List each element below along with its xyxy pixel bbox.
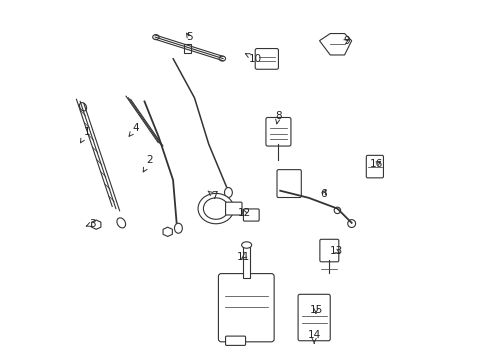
Polygon shape — [319, 33, 351, 55]
Ellipse shape — [241, 242, 251, 248]
Ellipse shape — [80, 103, 86, 111]
Text: 10: 10 — [245, 54, 261, 64]
Bar — [183, 44, 190, 53]
Text: 7: 7 — [207, 191, 217, 201]
Text: 11: 11 — [237, 252, 250, 262]
Text: 8: 8 — [275, 111, 281, 124]
FancyBboxPatch shape — [225, 202, 242, 215]
Ellipse shape — [117, 218, 125, 228]
Ellipse shape — [203, 198, 228, 219]
Ellipse shape — [198, 193, 233, 224]
Ellipse shape — [219, 56, 225, 61]
FancyBboxPatch shape — [366, 156, 383, 178]
Polygon shape — [163, 227, 172, 237]
Text: 12: 12 — [237, 208, 251, 218]
Ellipse shape — [333, 207, 340, 213]
Ellipse shape — [174, 223, 182, 233]
FancyBboxPatch shape — [218, 274, 274, 342]
Bar — [243, 246, 249, 278]
Text: 15: 15 — [309, 305, 322, 315]
Text: 13: 13 — [329, 247, 343, 256]
Ellipse shape — [313, 300, 317, 305]
Ellipse shape — [347, 220, 355, 228]
FancyBboxPatch shape — [243, 209, 259, 221]
Text: 9: 9 — [342, 36, 349, 46]
Text: 4: 4 — [129, 123, 139, 136]
Text: 6: 6 — [319, 189, 325, 199]
Polygon shape — [91, 220, 101, 229]
Text: 1: 1 — [81, 127, 90, 143]
FancyBboxPatch shape — [276, 170, 301, 198]
FancyBboxPatch shape — [298, 294, 329, 341]
Text: 5: 5 — [185, 32, 192, 42]
Text: 14: 14 — [307, 330, 320, 343]
Ellipse shape — [152, 35, 159, 40]
FancyBboxPatch shape — [319, 239, 338, 262]
Text: 16: 16 — [369, 159, 383, 169]
FancyBboxPatch shape — [265, 117, 290, 146]
Ellipse shape — [311, 297, 320, 307]
Ellipse shape — [224, 188, 232, 198]
FancyBboxPatch shape — [255, 49, 278, 69]
Text: 3: 3 — [86, 219, 96, 229]
FancyBboxPatch shape — [225, 336, 245, 345]
Text: 2: 2 — [143, 156, 153, 172]
